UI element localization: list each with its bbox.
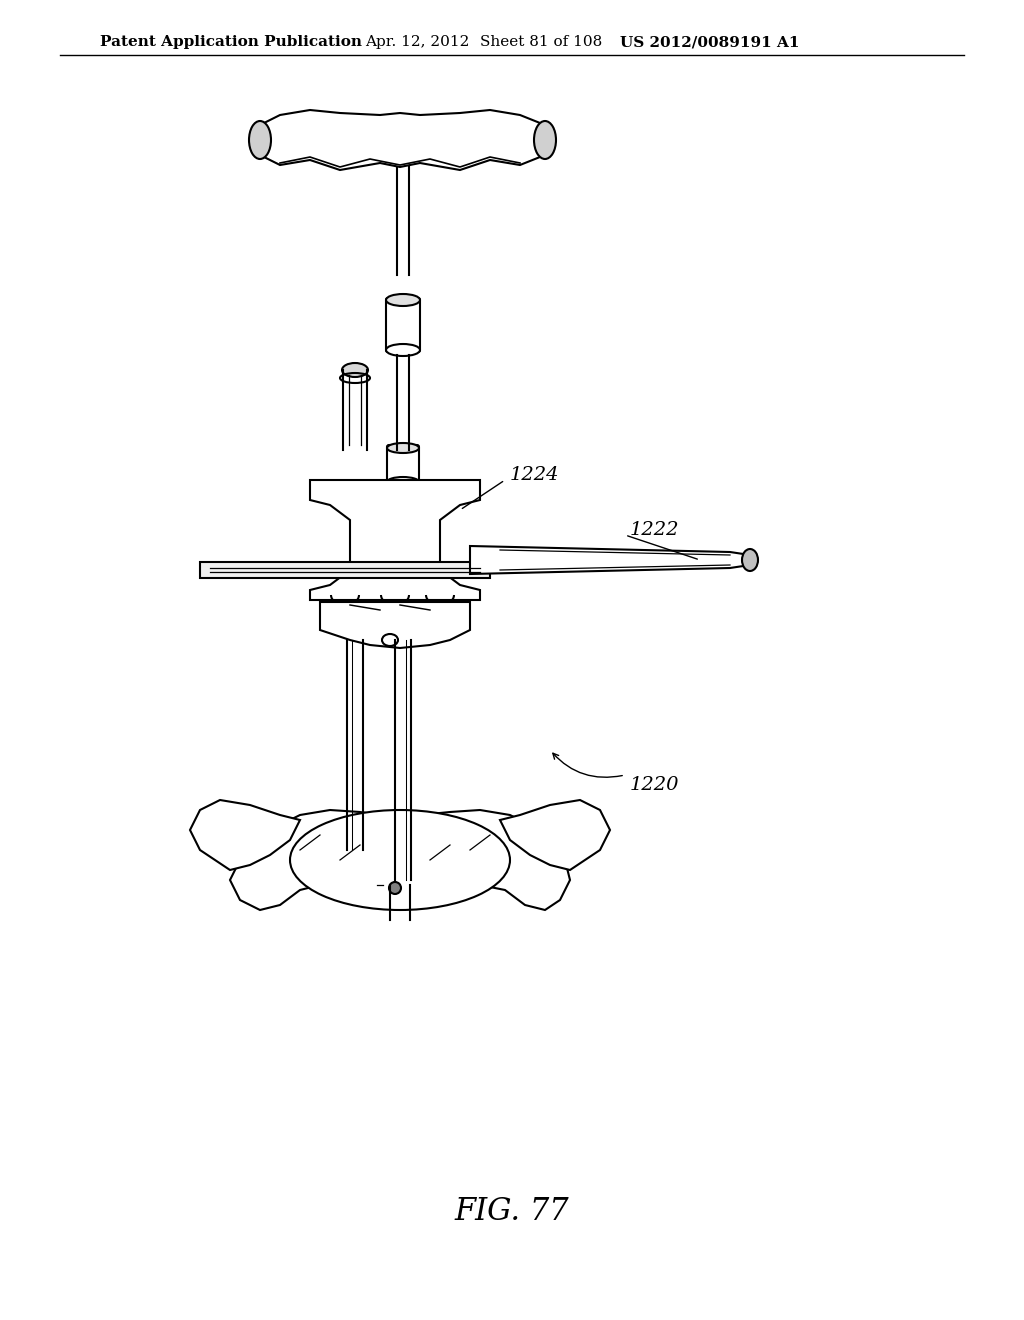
- FancyBboxPatch shape: [386, 298, 420, 352]
- Ellipse shape: [534, 121, 556, 158]
- Polygon shape: [190, 800, 300, 870]
- Ellipse shape: [387, 477, 419, 487]
- Ellipse shape: [382, 634, 398, 645]
- Bar: [200, 562, 490, 578]
- Text: US 2012/0089191 A1: US 2012/0089191 A1: [620, 36, 800, 49]
- Ellipse shape: [249, 121, 271, 158]
- Ellipse shape: [290, 810, 510, 909]
- Ellipse shape: [389, 882, 401, 894]
- Text: 1224: 1224: [510, 466, 559, 484]
- Text: Patent Application Publication: Patent Application Publication: [100, 36, 362, 49]
- Text: 1220: 1220: [630, 776, 680, 795]
- Text: Sheet 81 of 108: Sheet 81 of 108: [480, 36, 602, 49]
- Text: FIG. 77: FIG. 77: [455, 1196, 569, 1228]
- Polygon shape: [470, 546, 755, 574]
- Ellipse shape: [342, 363, 368, 378]
- Ellipse shape: [386, 294, 420, 306]
- Ellipse shape: [386, 345, 420, 356]
- Text: Apr. 12, 2012: Apr. 12, 2012: [365, 36, 469, 49]
- Ellipse shape: [373, 880, 387, 890]
- Polygon shape: [310, 480, 480, 601]
- Polygon shape: [319, 602, 470, 648]
- Polygon shape: [230, 810, 570, 909]
- Ellipse shape: [742, 549, 758, 572]
- Polygon shape: [260, 110, 545, 170]
- Ellipse shape: [387, 444, 419, 453]
- FancyBboxPatch shape: [387, 445, 419, 484]
- Polygon shape: [319, 865, 450, 902]
- Text: 1222: 1222: [630, 521, 680, 539]
- Polygon shape: [500, 800, 610, 870]
